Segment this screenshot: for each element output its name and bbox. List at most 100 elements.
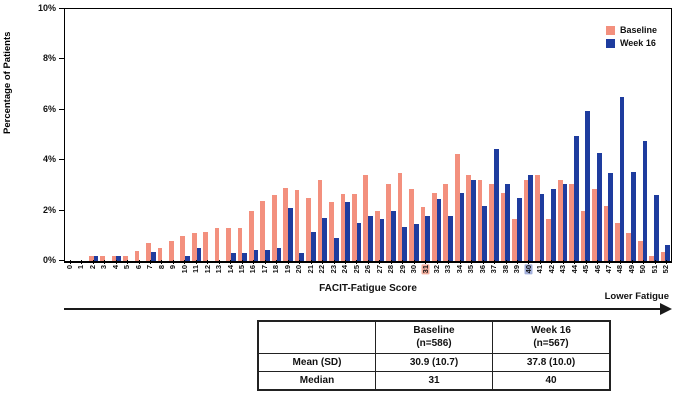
bar-group-score-30 <box>408 9 419 261</box>
x-tick-label-18: 18 <box>271 265 281 274</box>
week16-bar <box>185 255 190 261</box>
y-axis-title-text: Percentage of Patients <box>2 31 13 134</box>
bar-group-score-21 <box>305 9 316 261</box>
week16-bar <box>471 180 476 261</box>
bar-group-score-45 <box>580 9 591 261</box>
x-tick-label-34: 34 <box>454 265 464 274</box>
y-axis-title: Percentage of Patients <box>2 32 13 134</box>
y-tick-label: 6% <box>42 103 56 114</box>
x-tick-label-44: 44 <box>569 265 579 274</box>
bar-group-score-12 <box>202 9 213 261</box>
bar-group-score-29 <box>397 9 408 261</box>
bar-group-score-17 <box>259 9 270 261</box>
week16-bar <box>230 253 236 261</box>
bar-group-score-20 <box>294 9 305 261</box>
legend: Baseline Week 16 <box>605 25 657 51</box>
baseline-bar <box>569 184 574 261</box>
bar-group-score-37 <box>488 9 499 261</box>
x-tick-label-15: 15 <box>237 265 247 274</box>
x-tick-mark <box>454 260 465 265</box>
bar-group-score-23 <box>328 9 339 261</box>
bar-group-score-46 <box>591 9 602 261</box>
x-tick-mark <box>385 260 396 265</box>
week16-bar <box>551 189 556 261</box>
x-tick-mark <box>133 260 144 265</box>
plot-area: Baseline Week 16 <box>64 8 672 263</box>
week16-bar <box>242 253 247 261</box>
x-tick-label-38: 38 <box>500 265 510 274</box>
bar-group-score-47 <box>603 9 614 261</box>
x-tick-label-47: 47 <box>604 265 614 274</box>
baseline-bar <box>649 255 655 261</box>
baseline-bar <box>100 255 106 261</box>
bar-group-score-27 <box>374 9 385 261</box>
x-tick-mark <box>546 260 557 265</box>
x-tick-label-39: 39 <box>512 265 522 274</box>
bar-group-score-44 <box>568 9 579 261</box>
baseline-bar <box>157 248 163 261</box>
week16-bar <box>425 215 430 261</box>
bar-group-score-2 <box>88 9 99 261</box>
bar-group-score-18 <box>271 9 282 261</box>
week16-bar <box>310 232 316 261</box>
week16-bar <box>196 248 202 261</box>
x-tick-mark <box>592 260 603 265</box>
x-tick-mark <box>557 260 568 265</box>
week16-bar <box>608 172 613 261</box>
week16-bar <box>596 152 602 261</box>
bar-group-score-24 <box>340 9 351 261</box>
bar-group-score-52 <box>660 9 671 261</box>
week16-bar <box>505 184 511 261</box>
bar-group-score-41 <box>534 9 545 261</box>
median-row-label: Median <box>257 371 376 391</box>
bar-group-score-28 <box>385 9 396 261</box>
x-tick-mark <box>511 260 522 265</box>
x-tick-label-5: 5 <box>122 265 132 270</box>
week16-bar <box>299 253 305 261</box>
x-tick-label-41: 41 <box>535 265 545 274</box>
baseline-bar <box>283 187 289 261</box>
legend-item-baseline: Baseline <box>605 25 657 35</box>
baseline-bar <box>191 233 197 261</box>
y-tick-mark <box>59 108 64 110</box>
x-tick-mark <box>293 260 304 265</box>
baseline-bar <box>477 180 483 261</box>
x-tick-mark <box>397 260 408 265</box>
x-tick-mark <box>190 260 201 265</box>
x-tick-mark <box>202 260 213 265</box>
x-tick-mark <box>270 260 281 265</box>
week16-bar <box>459 192 465 261</box>
week16-bar <box>390 210 396 261</box>
baseline-bar <box>489 184 494 261</box>
x-tick-label-40: 40 <box>523 264 533 275</box>
week16-bar <box>116 255 122 261</box>
week16-bar <box>368 215 373 261</box>
bar-group-score-36 <box>477 9 488 261</box>
x-tick-label-33: 33 <box>443 265 453 274</box>
baseline-bar <box>168 240 174 261</box>
bar-group-score-32 <box>431 9 442 261</box>
y-tick-label: 0% <box>42 255 56 265</box>
bar-group-score-33 <box>442 9 453 261</box>
baseline-bar <box>374 210 380 261</box>
x-tick-mark <box>488 260 499 265</box>
baseline-bar <box>111 255 117 261</box>
x-tick-mark <box>637 260 648 265</box>
baseline-bar <box>546 219 552 261</box>
y-tick-label: 8% <box>42 53 56 64</box>
baseline-bar <box>409 189 414 261</box>
x-tick-label-26: 26 <box>363 265 373 274</box>
week16-bar <box>402 226 408 261</box>
x-tick-label-24: 24 <box>340 265 350 274</box>
x-tick-label-14: 14 <box>225 265 235 274</box>
bar-group-score-8 <box>157 9 168 261</box>
bar-group-score-19 <box>282 9 293 261</box>
week16-bar <box>436 199 442 261</box>
x-tick-label-12: 12 <box>202 265 212 274</box>
week16-bar <box>356 223 362 261</box>
week16-bar <box>516 198 522 261</box>
bar-group-score-34 <box>454 9 465 261</box>
bar-group-score-4 <box>111 9 122 261</box>
x-tick-label-43: 43 <box>558 265 568 274</box>
